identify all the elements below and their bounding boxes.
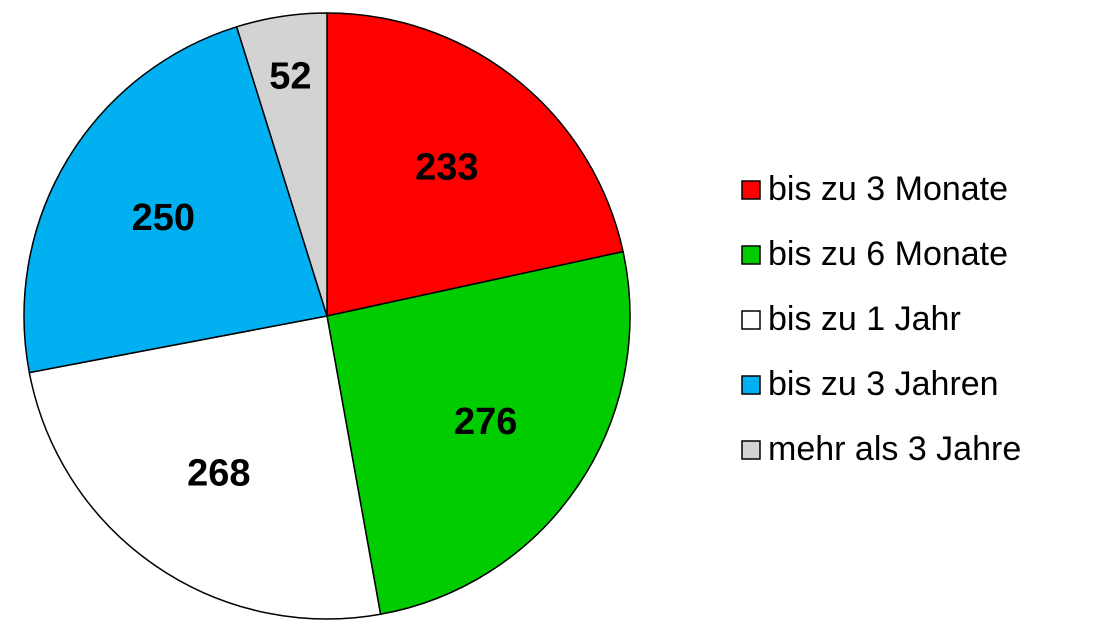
pie-slice (28, 315, 382, 620)
pie-slice (235, 12, 328, 317)
legend-swatch (741, 310, 761, 330)
data-label: 268 (187, 452, 250, 494)
legend-swatch (741, 245, 761, 265)
legend-label: bis zu 3 Jahren (768, 365, 999, 403)
pie-slice (326, 12, 624, 317)
legend-label: bis zu 6 Monate (768, 235, 1008, 273)
legend-swatch (741, 375, 761, 395)
legend-swatch (741, 180, 761, 200)
legend-label: mehr als 3 Jahre (768, 430, 1021, 468)
data-label: 233 (415, 146, 478, 188)
legend-label: bis zu 3 Monate (768, 170, 1008, 208)
pie-slice (23, 25, 328, 374)
data-label: 276 (454, 401, 517, 443)
legend-label: bis zu 1 Jahr (768, 300, 961, 338)
data-label: 250 (132, 197, 195, 239)
legend-swatch (741, 440, 761, 460)
pie-slice (326, 250, 631, 616)
data-label: 52 (269, 55, 311, 97)
